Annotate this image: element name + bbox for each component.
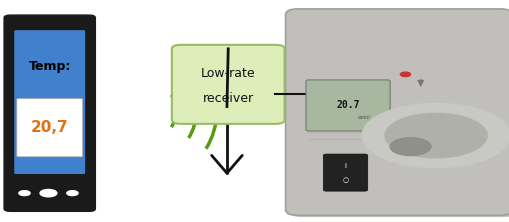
FancyBboxPatch shape bbox=[17, 99, 82, 157]
Circle shape bbox=[67, 191, 78, 196]
Circle shape bbox=[384, 113, 486, 158]
Circle shape bbox=[389, 138, 430, 156]
FancyBboxPatch shape bbox=[14, 30, 85, 174]
Text: Low-rate: Low-rate bbox=[201, 67, 255, 80]
Circle shape bbox=[400, 72, 410, 77]
FancyBboxPatch shape bbox=[305, 80, 389, 131]
Text: eekii: eekii bbox=[357, 115, 371, 121]
Circle shape bbox=[19, 191, 30, 196]
Text: 20,7: 20,7 bbox=[31, 120, 68, 135]
FancyBboxPatch shape bbox=[4, 15, 95, 211]
Circle shape bbox=[361, 103, 509, 168]
Text: receiver: receiver bbox=[202, 92, 253, 105]
FancyBboxPatch shape bbox=[323, 154, 367, 191]
Text: ○: ○ bbox=[342, 177, 348, 183]
FancyBboxPatch shape bbox=[172, 45, 284, 124]
Circle shape bbox=[40, 190, 57, 197]
FancyBboxPatch shape bbox=[285, 9, 509, 215]
Text: 20.7: 20.7 bbox=[335, 100, 359, 111]
Text: Temp:: Temp: bbox=[29, 60, 71, 73]
Text: I: I bbox=[344, 163, 346, 169]
FancyBboxPatch shape bbox=[289, 11, 509, 217]
